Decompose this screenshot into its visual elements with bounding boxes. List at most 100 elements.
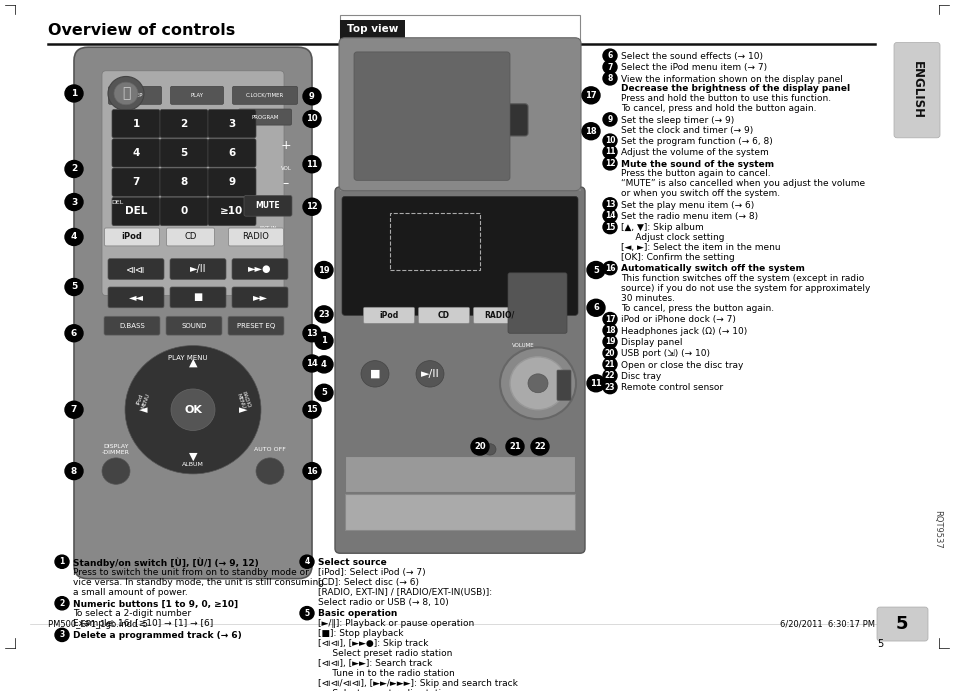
Circle shape	[314, 306, 333, 323]
Text: 1: 1	[59, 557, 65, 566]
FancyBboxPatch shape	[893, 42, 939, 138]
Text: 5: 5	[71, 283, 77, 292]
Text: Set the clock and timer (→ 9): Set the clock and timer (→ 9)	[620, 126, 753, 135]
Circle shape	[602, 369, 617, 382]
Circle shape	[602, 72, 617, 85]
Text: Press to switch the unit from on to standby mode or: Press to switch the unit from on to stan…	[73, 568, 309, 577]
Circle shape	[602, 134, 617, 147]
Circle shape	[314, 384, 333, 401]
Text: Top view: Top view	[347, 24, 398, 35]
Circle shape	[602, 157, 617, 170]
Circle shape	[55, 596, 69, 610]
Circle shape	[299, 607, 314, 620]
Text: Select preset radio station: Select preset radio station	[317, 689, 452, 691]
Text: 21: 21	[509, 442, 520, 451]
Circle shape	[299, 555, 314, 568]
Circle shape	[303, 401, 320, 418]
Text: Standby/on switch [Ù], [Ù/] (→ 9, 12): Standby/on switch [Ù], [Ù/] (→ 9, 12)	[73, 558, 258, 569]
Text: 3: 3	[228, 119, 235, 129]
FancyBboxPatch shape	[160, 198, 208, 226]
FancyBboxPatch shape	[166, 316, 222, 335]
Text: Display panel: Display panel	[620, 338, 681, 347]
Text: MUTE: MUTE	[255, 201, 280, 210]
Text: 9: 9	[309, 92, 314, 101]
Circle shape	[471, 438, 489, 455]
Text: Open or close the disc tray: Open or close the disc tray	[620, 361, 742, 370]
Text: Select source: Select source	[317, 558, 386, 567]
FancyBboxPatch shape	[170, 258, 226, 279]
Text: [▲, ▼]: Skip album: [▲, ▼]: Skip album	[620, 223, 703, 232]
Text: ▼: ▼	[189, 452, 197, 462]
Text: 1: 1	[132, 119, 139, 129]
FancyBboxPatch shape	[473, 307, 524, 323]
Circle shape	[255, 458, 284, 484]
Text: SLEEP: SLEEP	[127, 93, 143, 98]
FancyBboxPatch shape	[160, 139, 208, 167]
Text: To select a 2-digit number: To select a 2-digit number	[73, 609, 191, 618]
Text: Set the program function (→ 6, 8): Set the program function (→ 6, 8)	[620, 137, 772, 146]
Text: ▲: ▲	[189, 357, 197, 368]
Circle shape	[65, 278, 83, 296]
Circle shape	[602, 261, 617, 275]
FancyBboxPatch shape	[238, 109, 292, 125]
Text: 7: 7	[71, 405, 77, 414]
Text: PLAY: PLAY	[191, 93, 203, 98]
Text: ◄◄: ◄◄	[129, 292, 143, 303]
Circle shape	[510, 357, 565, 410]
Text: Set the play menu item (→ 6): Set the play menu item (→ 6)	[620, 200, 754, 209]
Text: 19: 19	[604, 337, 615, 346]
Text: ENGLISH: ENGLISH	[909, 61, 923, 119]
Text: 5: 5	[895, 615, 907, 633]
Text: RQT9537: RQT9537	[933, 510, 942, 549]
Text: D.BASS: D.BASS	[119, 323, 145, 329]
Text: 21: 21	[604, 360, 615, 369]
FancyBboxPatch shape	[112, 198, 160, 226]
Circle shape	[483, 444, 496, 455]
Text: 12: 12	[306, 202, 317, 211]
Text: Decrease the brightness of the display panel: Decrease the brightness of the display p…	[620, 84, 849, 93]
Text: VOLUME: VOLUME	[511, 343, 534, 348]
Text: Select preset radio station: Select preset radio station	[317, 649, 452, 658]
Text: Automatically switch off the system: Automatically switch off the system	[620, 265, 804, 274]
Text: 20: 20	[604, 348, 615, 357]
Text: 18: 18	[584, 126, 597, 135]
Circle shape	[602, 113, 617, 126]
Text: iPod
MENU: iPod MENU	[135, 391, 151, 410]
Circle shape	[586, 261, 604, 278]
Text: 5: 5	[180, 148, 188, 158]
Text: 23: 23	[318, 310, 330, 319]
Text: 8: 8	[180, 177, 188, 187]
Text: 15: 15	[306, 405, 317, 414]
Text: 3: 3	[59, 630, 65, 639]
Text: 9: 9	[228, 177, 235, 187]
Text: View the information shown on the display panel: View the information shown on the displa…	[620, 75, 842, 84]
FancyBboxPatch shape	[363, 307, 414, 323]
FancyBboxPatch shape	[232, 258, 288, 279]
Text: Press the button again to cancel.: Press the button again to cancel.	[620, 169, 770, 178]
Text: Delete a programmed track (→ 6): Delete a programmed track (→ 6)	[73, 631, 241, 640]
FancyBboxPatch shape	[244, 196, 292, 216]
Text: Set the sleep timer (→ 9): Set the sleep timer (→ 9)	[620, 115, 734, 124]
Circle shape	[602, 335, 617, 348]
Circle shape	[65, 85, 83, 102]
FancyBboxPatch shape	[208, 198, 255, 226]
FancyBboxPatch shape	[228, 316, 284, 335]
Text: 22: 22	[604, 371, 615, 380]
Circle shape	[531, 438, 548, 455]
Text: 16: 16	[604, 264, 615, 273]
Text: ⏻: ⏻	[122, 86, 130, 100]
Circle shape	[499, 348, 576, 419]
Text: 6: 6	[71, 329, 77, 338]
Text: To cancel, press and hold the button again.: To cancel, press and hold the button aga…	[620, 104, 816, 113]
Text: [⧏⧏], [►►●]: Skip track: [⧏⧏], [►►●]: Skip track	[317, 639, 428, 648]
Text: 0: 0	[180, 207, 188, 216]
FancyBboxPatch shape	[170, 287, 226, 307]
Circle shape	[581, 87, 599, 104]
Bar	[339, 20, 405, 39]
FancyBboxPatch shape	[418, 307, 469, 323]
Text: 18: 18	[604, 326, 615, 335]
FancyBboxPatch shape	[112, 168, 160, 196]
Circle shape	[602, 358, 617, 371]
Text: source) if you do not use the system for approximately: source) if you do not use the system for…	[620, 284, 869, 293]
Text: Disc tray: Disc tray	[620, 372, 660, 381]
